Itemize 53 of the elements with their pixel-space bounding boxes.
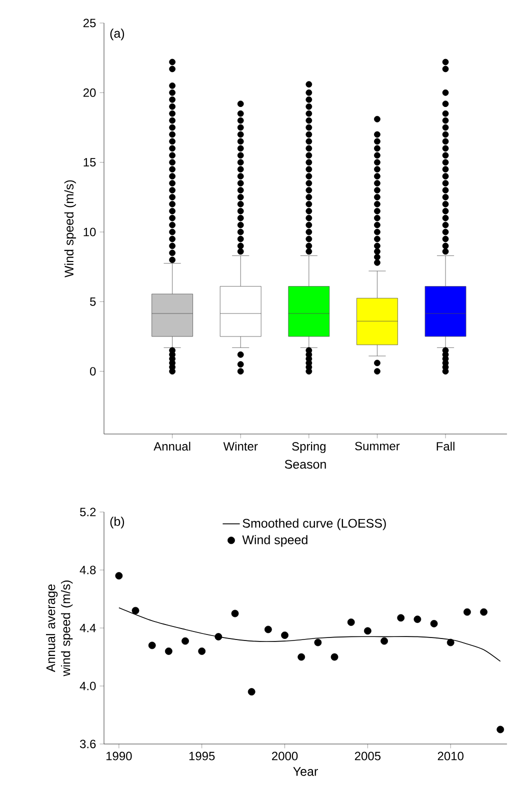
y-axis-title: Annual average wind speed (m/s) <box>46 580 73 676</box>
y-tick-label: 4.8 <box>80 566 96 574</box>
x-axis-title: Season <box>284 460 326 469</box>
x-tick-label: Spring <box>292 442 326 453</box>
point <box>115 572 123 580</box>
annotation: (b) <box>110 516 124 528</box>
x-tick-label: 2010 <box>438 752 464 760</box>
x-tick-label: 1990 <box>106 752 132 760</box>
y-axis-title: Wind speed (m/s) <box>64 180 76 278</box>
point <box>264 626 272 634</box>
y-tick-label: 0 <box>90 367 96 376</box>
point <box>364 627 372 635</box>
y-tick-label: 20 <box>83 88 96 97</box>
point <box>132 606 140 614</box>
x-tick-label: 1995 <box>189 752 215 760</box>
point <box>314 638 322 646</box>
x-tick-label: Summer <box>355 442 400 450</box>
annotation: (a) <box>110 28 124 40</box>
y-tick-label: 25 <box>83 18 96 28</box>
point <box>198 648 206 655</box>
x-tick-label: 2005 <box>354 752 381 760</box>
point <box>480 608 488 616</box>
point <box>397 614 405 622</box>
point <box>414 616 422 624</box>
y-tick-label: 10 <box>84 228 96 236</box>
point <box>298 653 306 661</box>
point <box>446 638 454 646</box>
point <box>347 618 355 626</box>
y-tick-label: 4.0 <box>80 682 96 690</box>
point <box>182 637 189 645</box>
x-tick-label: 2000 <box>272 752 298 760</box>
legend-label: Wind speed <box>242 535 308 547</box>
point <box>330 653 338 661</box>
point <box>148 642 156 650</box>
point <box>281 632 288 639</box>
y-tick-label: 3.6 <box>80 740 96 748</box>
x-axis-title: Year <box>293 767 318 776</box>
point <box>231 610 239 618</box>
line-series <box>118 607 501 662</box>
point <box>430 620 438 628</box>
y-tick-label: 5.2 <box>80 508 96 516</box>
point <box>214 633 222 640</box>
point <box>164 648 172 655</box>
x-tick-label: Annual <box>154 442 190 451</box>
y-tick-label: 15 <box>84 158 96 167</box>
x-tick-label: Fall <box>436 442 454 451</box>
point <box>380 637 388 645</box>
point <box>248 688 256 696</box>
y-tick-label: 4.4 <box>80 624 96 632</box>
legend-label: Smoothed curve (LOESS) <box>242 518 386 530</box>
point <box>463 608 471 616</box>
x-tick-label: Winter <box>223 442 258 451</box>
y-tick-label: 5 <box>90 297 96 306</box>
